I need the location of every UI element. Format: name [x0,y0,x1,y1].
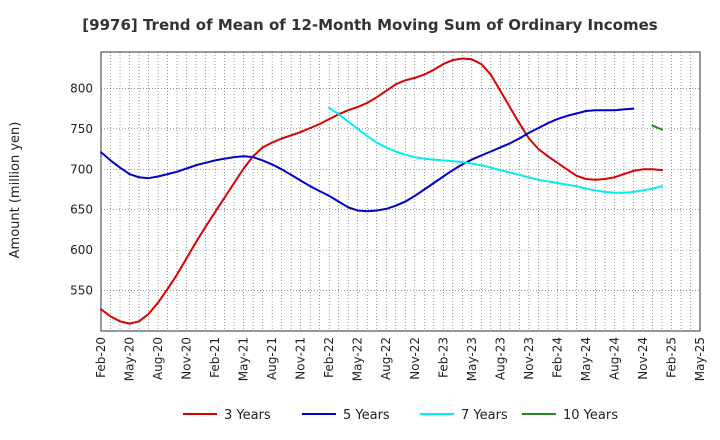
x-tick-label: Nov-22 [408,337,422,380]
x-tick-label: Feb-24 [550,337,564,378]
x-tick-label: Feb-23 [436,337,450,378]
x-tick-label: Aug-20 [151,337,165,380]
x-tick-label: Feb-25 [664,337,678,378]
x-tick-label: Aug-22 [379,337,393,380]
x-tick-label: Nov-24 [636,337,650,380]
x-tick-label: Aug-23 [493,337,507,380]
series-lines [100,57,663,325]
series-line-5-years [100,107,635,213]
x-axis: Feb-20 May-20 Aug-20 Nov-20 Feb-21 May-21 Aug-… [94,337,707,381]
x-tick-label: Aug-24 [607,337,621,380]
x-tick-label: Feb-20 [94,337,108,378]
legend-label-5-years: 5 Years [343,408,390,423]
series-line-10-years [651,124,663,131]
x-tick-label: May-23 [465,337,479,381]
y-tick-label: 550 [70,284,93,298]
plot-frame [100,51,701,332]
x-tick-label: May-21 [237,337,251,381]
legend-label-10-years: 10 Years [563,408,618,423]
x-tick-label: Nov-23 [522,337,536,380]
x-tick-label: Nov-20 [180,337,194,380]
y-tick-label: 750 [70,122,93,136]
legend-label-7-years: 7 Years [461,408,508,423]
x-tick-label: May-20 [123,337,137,381]
x-tick-label: Nov-21 [294,337,308,380]
y-tick-label: 800 [70,81,93,95]
x-tick-label: Feb-22 [322,337,336,378]
grid [101,52,700,331]
x-tick-label: Aug-21 [265,337,279,380]
x-tick-label: May-22 [351,337,365,381]
x-tick-label: May-25 [693,337,707,381]
y-tick-label: 600 [70,243,93,257]
y-axis: 550 600 650 700 750 800 [70,81,93,297]
legend-label-3-years: 3 Years [224,408,271,423]
x-tick-label: Feb-21 [208,337,222,378]
y-tick-label: 700 [70,162,93,176]
series-line-3-years [100,57,663,325]
x-tick-label: May-24 [579,337,593,381]
y-axis-label: Amount (million yen) [8,122,23,259]
series-line-7-years [328,106,663,194]
chart-title: [9976] Trend of Mean of 12-Month Moving … [82,16,657,34]
y-tick-label: 650 [70,203,93,217]
legend: 3 Years 5 Years 7 Years 10 Years [183,408,618,423]
